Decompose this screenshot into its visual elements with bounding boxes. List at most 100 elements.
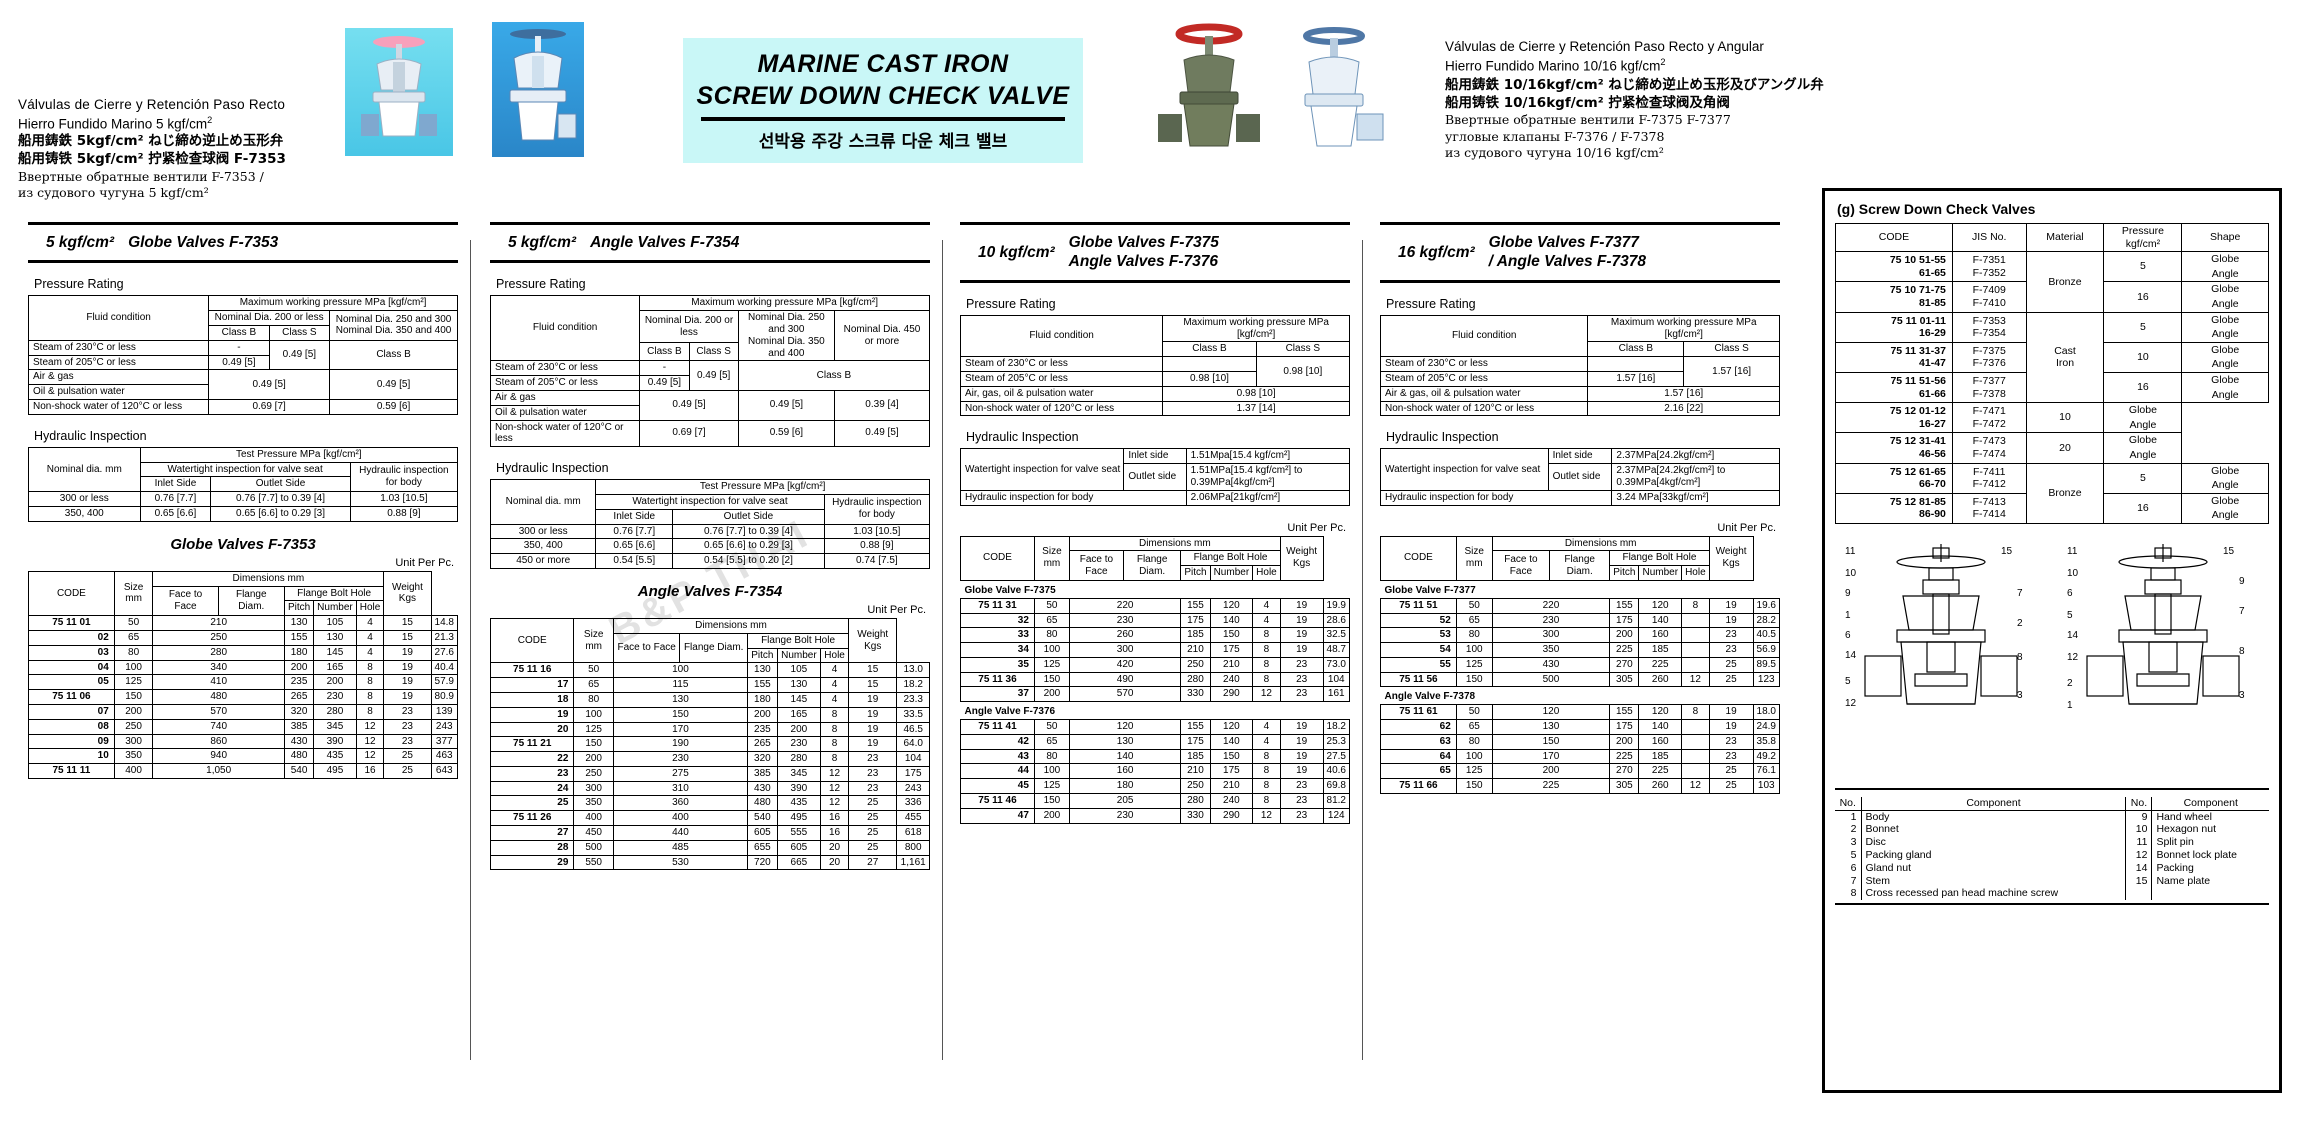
panel-title: 16 kgf/cm² Globe Valves F-7377 / Angle V… (1380, 222, 1780, 283)
th-hole: Hole (1681, 565, 1710, 581)
cell-face-to-face: 400 (612, 810, 749, 827)
cell-number: 8 (1252, 656, 1281, 673)
cell-code: 75 10 71-75 81-85 (1835, 281, 1953, 313)
cell-size: 400 (573, 810, 614, 827)
table-row: 25 350 360 480 435 12 25 336 (489, 795, 930, 812)
cell-pitch: 185 (1638, 642, 1683, 658)
cell-weight: 18.0 (1752, 704, 1781, 721)
cell-number: 12 (355, 733, 385, 750)
cell-condition: Air & gas (489, 389, 641, 406)
th-face-to-face: Face to Face (1068, 550, 1124, 581)
cell-weight: 463 (430, 748, 459, 765)
cell-face-to-face: 140 (1068, 748, 1182, 765)
cell-weight: 18.2 (1322, 719, 1351, 735)
th-max-working-pressure: Maximum working pressure MPa [kgf/cm²] (1162, 314, 1350, 343)
table-row: 300 or less 0.76 [7.7] 0.76 [7.7] to 0.3… (489, 523, 931, 540)
cell-condition: Non-shock water of 120°C or less (27, 398, 210, 415)
table-row: 75 12 01-12 16-27 F-7471 F-7472 10 Globe (1835, 402, 2269, 434)
cell-size: 200 (1033, 686, 1070, 703)
table-row: 450 or more 0.54 [5.5] 0.54 [5.5] to 0.2… (489, 553, 931, 569)
hydraulic-inspection-label: Hydraulic Inspection (966, 430, 1079, 445)
cell-hole: 19 (848, 706, 898, 723)
cell-inlet: 0.65 [6.6] (595, 538, 674, 555)
cell-flange-diam: 235 (747, 721, 778, 738)
cell-inlet: 0.76 [7.7] (139, 491, 212, 507)
cell-size: 150 (113, 689, 154, 705)
cell-hole: 19 (1708, 612, 1754, 629)
cell-number: 4 (355, 615, 385, 631)
table-row: 32 65 230 175 140 4 19 28.6 (960, 612, 1351, 629)
cell-code: 75 11 01 (28, 615, 115, 631)
th-max-working-pressure: Maximum working pressure MPa [kgf/cm²] (639, 295, 930, 312)
subtable-title: Angle Valve F-7378 (1380, 686, 1754, 706)
cell-flange-diam: 210 (1180, 642, 1211, 658)
valve-cutaway-diagrams: 11 10 9 1 6 14 5 12 15 7 2 8 3 (1835, 534, 2269, 784)
cell-condition: Steam of 230°C or less (489, 360, 641, 377)
cell-code: 20 (489, 721, 575, 738)
cell-number: 8 (1252, 748, 1281, 765)
panel-title: 5 kgf/cm² Angle Valves F-7354 (490, 222, 930, 264)
cell-face-to-face: 230 (1068, 807, 1182, 824)
cell-weight: 123 (1752, 671, 1781, 688)
cell-no-left: 2 (1835, 823, 1862, 837)
th-class-b2: Class B (737, 360, 931, 391)
cell-condition: Steam of 205°C or less (1379, 370, 1589, 387)
cell-nominal-dia: 450 or more (489, 553, 597, 569)
cell-flange-diam: 385 (283, 718, 315, 735)
cell-code: 09 (28, 733, 115, 750)
header-right-chinese: 船用铸铁 10/16kgf/cm² 拧紧检查球阀及角阀 (1445, 94, 1730, 111)
pressure-rating-table: Fluid condition Maximum working pressure… (1379, 314, 1780, 417)
cell-component-left: Cross recessed pan head machine screw (1865, 887, 2059, 900)
cell-shape-globe: Globe (2181, 371, 2269, 388)
svg-text:15: 15 (2001, 546, 2013, 557)
cell-number: 4 (1252, 719, 1281, 735)
cell-pitch: 280 (776, 751, 822, 767)
cell-pitch: 210 (1209, 778, 1254, 795)
table-row: 62 65 130 175 140 19 24.9 (1380, 719, 1781, 735)
cell-value: 0.49 [5] (639, 375, 690, 391)
cell-no-right (2125, 887, 2153, 901)
cell-no-left: 8 (1835, 887, 1862, 901)
cell-weight: 35.8 (1752, 733, 1781, 750)
cell-code: 18 (489, 691, 575, 708)
th-dimensions: Dimensions mm (1491, 535, 1710, 552)
cell-component-left: Gland nut (1865, 861, 1912, 874)
table-row: 43 80 140 185 150 8 19 27.5 (960, 748, 1351, 765)
table-row: 28 500 485 655 605 20 25 800 (489, 839, 930, 856)
cell-condition: Non-shock water of 120°C or less (1379, 400, 1589, 417)
cell-pitch: 105 (776, 662, 822, 679)
cell-number: 8 (820, 751, 850, 767)
th-size: Size mm (1455, 535, 1493, 581)
cell-number: 8 (355, 689, 385, 705)
svg-text:9: 9 (2239, 576, 2245, 587)
cell-face-to-face: 130 (612, 691, 749, 708)
cell-outlet-label: Outlet side (1547, 463, 1613, 491)
cell-flange-diam: 155 (1180, 597, 1211, 614)
th-face-to-face: Face to Face (152, 585, 219, 617)
cell-hole: 19 (1279, 748, 1324, 765)
cell-flange-diam: 180 (747, 691, 778, 708)
unit-note: Unit Per Pc. (1287, 521, 1346, 534)
cell-hole: 19 (848, 736, 898, 753)
cell-shape-angle: Angle (2103, 417, 2183, 434)
cell-weight: 25.3 (1322, 733, 1351, 750)
cell-body-label: Hydraulic inspection for body (1379, 489, 1613, 506)
cell-flange-diam: 185 (1180, 748, 1211, 765)
th-code: CODE (489, 617, 575, 664)
table-row: Angle (1836, 296, 2269, 313)
cell-weight: 28.6 (1322, 612, 1351, 629)
th-face-to-face: Face to Face (612, 632, 681, 664)
cell-face-to-face: 280 (152, 644, 285, 661)
cell-pitch: 150 (1209, 748, 1254, 765)
th-hole: Hole (820, 647, 850, 664)
valve-photo-globe-pink (345, 28, 453, 156)
table-row: 42 65 130 175 140 4 19 25.3 (960, 733, 1351, 750)
cell-condition: Steam of 205°C or less (489, 375, 641, 391)
cell-number: 8 (355, 659, 385, 676)
table-row: Steam of 230°C or less 1.57 [16] (1379, 356, 1780, 387)
th-body-inspection: Hydraulic inspection for body (349, 461, 459, 493)
cell-body: 1.03 [10.5] (349, 491, 459, 507)
cell-size: 150 (573, 736, 614, 753)
svg-text:8: 8 (2017, 652, 2023, 663)
cell-number (1681, 763, 1710, 780)
